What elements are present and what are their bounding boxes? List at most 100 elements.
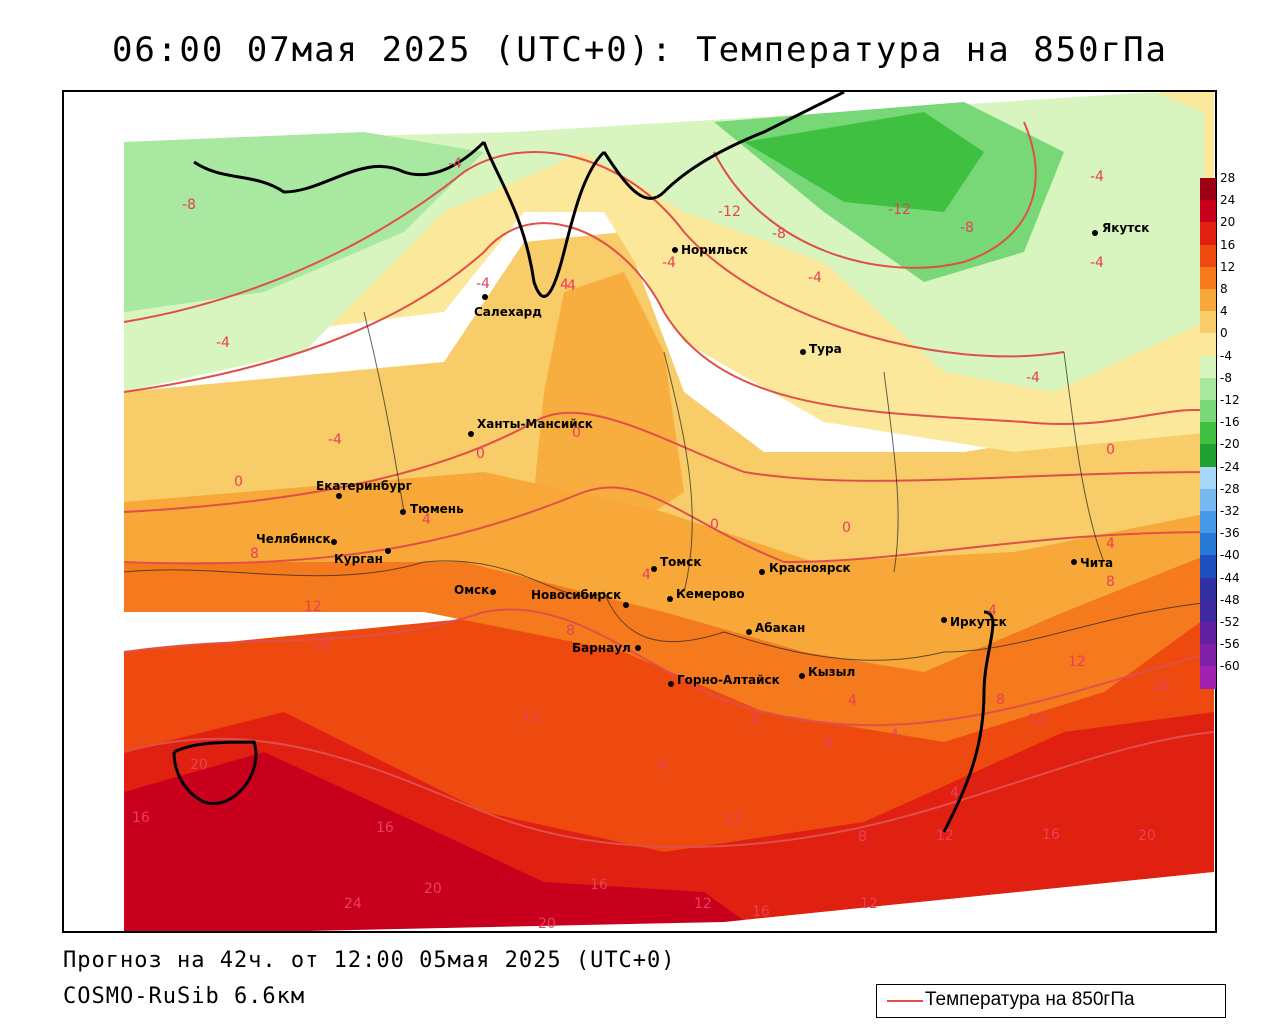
svg-text:Новосибирск: Новосибирск	[531, 588, 621, 602]
svg-text:Барнаул: Барнаул	[572, 641, 631, 655]
map-title: 06:00 07мая 2025 (UTC+0): Температура на…	[111, 30, 1169, 70]
svg-text:Кызыл: Кызыл	[808, 665, 855, 679]
colorbar-cell	[1200, 289, 1216, 312]
svg-text:-4: -4	[448, 156, 462, 172]
svg-text:8: 8	[824, 735, 833, 751]
domain-mask-left	[64, 92, 124, 931]
colorbar-tick-label: 0	[1220, 326, 1228, 341]
colorbar-tick-label: -44	[1220, 570, 1240, 585]
colorbar-cell	[1200, 400, 1216, 423]
city-irkutsk: Иркутск	[941, 615, 1007, 629]
colorbar-cell	[1200, 266, 1216, 289]
svg-text:-4: -4	[476, 276, 490, 292]
colorbar-cell	[1200, 644, 1216, 667]
svg-text:-4: -4	[328, 432, 342, 448]
svg-text:12: 12	[1068, 654, 1086, 670]
svg-text:-4: -4	[1026, 370, 1040, 386]
svg-text:Омск: Омск	[454, 583, 489, 597]
colorbar-tick-label: -48	[1220, 592, 1240, 607]
colorbar-tick-label: 24	[1220, 193, 1236, 208]
colorbar-tick-label: -12	[1220, 393, 1240, 407]
svg-text:-8: -8	[772, 226, 786, 242]
city-krasnoyarsk: Красноярск	[759, 561, 851, 575]
svg-text:8: 8	[858, 829, 867, 845]
svg-text:12: 12	[860, 896, 878, 912]
colorbar-tick-label: -20	[1220, 437, 1240, 452]
svg-text:0: 0	[842, 520, 851, 536]
colorbar-tick-label: 28	[1220, 171, 1236, 185]
svg-text:4: 4	[1106, 536, 1115, 552]
colorbar-tick-label: -60	[1220, 659, 1240, 674]
domain-mask-top	[64, 92, 1215, 142]
svg-text:4: 4	[890, 727, 899, 743]
colorbar-tick-label: -24	[1220, 459, 1240, 474]
svg-text:16: 16	[752, 904, 770, 920]
colorbar-cell	[1200, 244, 1216, 267]
colorbar-tick-label: -4	[1220, 348, 1232, 363]
svg-text:-12: -12	[718, 204, 741, 220]
contour-value-labels: -8 -4 -4 -4 -4 -12 -8 -12 -8 -4 -4 -4 -4…	[132, 156, 1170, 932]
colorbar-tick-label: -52	[1220, 615, 1240, 629]
svg-text:Иркутск: Иркутск	[950, 615, 1007, 629]
colorbar-tick-label: -8	[1220, 370, 1232, 385]
svg-text:-12: -12	[888, 202, 911, 218]
map-legend: Температура на 850гПа	[876, 984, 1226, 1018]
forecast-info: Прогноз на 42ч. от 12:00 05мая 2025 (UTC…	[63, 948, 676, 973]
city-tura: Тура	[800, 342, 842, 356]
city-kemerovo: Кемерово	[667, 587, 745, 602]
colorbar-tick-label: 4	[1220, 304, 1228, 319]
svg-text:0: 0	[1106, 442, 1115, 458]
svg-text:Кемерово: Кемерово	[676, 587, 745, 601]
band-minus16	[744, 112, 984, 212]
svg-text:8: 8	[996, 692, 1005, 708]
svg-text:20: 20	[538, 916, 556, 932]
colorbar-cell	[1200, 555, 1216, 578]
city-salekhard: Салехард	[474, 294, 542, 319]
band-plus8	[124, 452, 1214, 672]
svg-text:8: 8	[566, 623, 575, 639]
svg-text:Екатеринбург: Екатеринбург	[316, 479, 412, 493]
svg-text:Салехард: Салехард	[474, 305, 542, 319]
city-chita: Чита	[1071, 556, 1113, 570]
colorbar-cell	[1200, 666, 1216, 689]
colorbar-cell	[1200, 511, 1216, 534]
city-yakutsk: Якутск	[1092, 221, 1149, 236]
svg-text:-4: -4	[662, 255, 676, 271]
colorbar-tick-label: -40	[1220, 548, 1240, 563]
band-plus4-core	[534, 272, 684, 532]
svg-text:0: 0	[710, 517, 719, 533]
temperature-map[interactable]: Салехард Норильск Якутск Тура Ханты-Манс…	[62, 90, 1217, 933]
map-canvas: Салехард Норильск Якутск Тура Ханты-Манс…	[64, 92, 1215, 932]
svg-text:12: 12	[936, 828, 954, 844]
svg-text:Томск: Томск	[660, 555, 702, 569]
city-abakan: Абакан	[746, 621, 805, 635]
city-norilsk: Норильск	[672, 243, 748, 257]
band-plus24	[124, 752, 759, 931]
svg-text:0: 0	[234, 474, 243, 490]
colorbar-tick-label: -36	[1220, 526, 1240, 541]
svg-text:16: 16	[1152, 678, 1170, 694]
svg-text:Курган: Курган	[334, 552, 383, 566]
coastline	[172, 92, 995, 833]
domain-mask-bottom	[308, 872, 1215, 931]
city-barnaul: Барнаул	[572, 641, 641, 655]
city-omsk: Омск	[454, 583, 496, 597]
svg-text:4: 4	[750, 713, 759, 729]
city-gorno-altaysk: Горно-Алтайск	[668, 673, 780, 687]
colorbar-tick-label: -16	[1220, 415, 1240, 430]
svg-text:-4: -4	[1090, 255, 1104, 271]
svg-text:-8: -8	[960, 220, 974, 236]
svg-text:12: 12	[724, 812, 742, 828]
colorbar-tick-label: 12	[1220, 259, 1236, 274]
colorbar-cell	[1200, 333, 1216, 356]
svg-text:Чита: Чита	[1080, 556, 1113, 570]
model-name: COSMO-RuSib 6.6км	[63, 984, 306, 1009]
svg-text:16: 16	[312, 637, 330, 653]
svg-text:-4: -4	[1090, 169, 1104, 185]
colorbar-cell	[1200, 422, 1216, 445]
svg-text:Красноярск: Красноярск	[769, 561, 851, 575]
colorbar-cell	[1200, 355, 1216, 378]
colorbar-cell	[1200, 311, 1216, 334]
svg-text:Горно-Алтайск: Горно-Алтайск	[677, 673, 780, 687]
svg-text:-4: -4	[216, 335, 230, 351]
